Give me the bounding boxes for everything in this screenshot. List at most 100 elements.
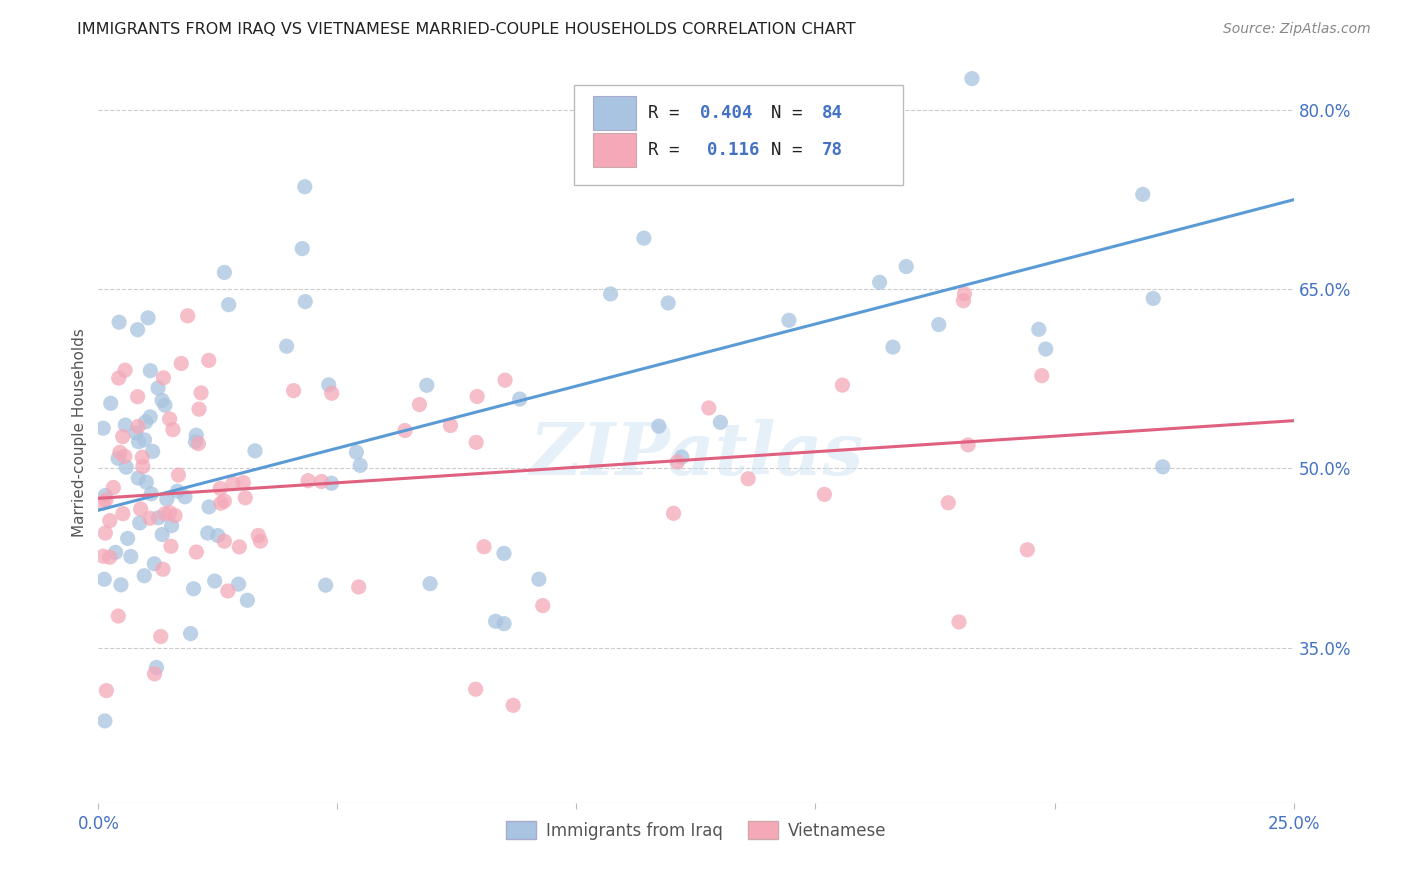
Point: [163, 508, 186, 523]
Point: [347, 580, 370, 594]
Point: [1031, 368, 1053, 383]
Point: [936, 496, 959, 510]
Point: [1028, 322, 1050, 336]
Point: [149, 630, 172, 644]
Point: [115, 460, 138, 475]
Point: [135, 415, 157, 429]
Point: [125, 425, 148, 440]
Point: [184, 434, 207, 449]
Point: [831, 378, 853, 392]
Point: [311, 475, 333, 489]
Point: [176, 309, 198, 323]
Text: Source: ZipAtlas.com: Source: ZipAtlas.com: [1223, 22, 1371, 37]
Point: [957, 438, 980, 452]
Point: [93, 572, 115, 586]
Point: [439, 418, 461, 433]
Point: [464, 682, 486, 697]
Point: [107, 371, 129, 385]
Point: [162, 423, 184, 437]
Point: [465, 435, 488, 450]
Point: [156, 492, 179, 507]
Point: [209, 496, 232, 510]
Point: [416, 378, 439, 392]
Point: [419, 576, 441, 591]
Point: [114, 363, 136, 377]
Point: [737, 472, 759, 486]
Point: [153, 398, 176, 412]
Point: [108, 315, 131, 329]
Point: [232, 475, 254, 490]
Point: [778, 313, 800, 327]
Point: [174, 490, 197, 504]
Point: [111, 507, 134, 521]
Point: [527, 572, 550, 586]
Point: [813, 487, 835, 501]
Point: [509, 392, 531, 406]
FancyBboxPatch shape: [593, 133, 636, 167]
Point: [321, 476, 343, 491]
Point: [96, 683, 118, 698]
Point: [127, 323, 149, 337]
Text: 0.116: 0.116: [707, 141, 759, 159]
Point: [103, 481, 125, 495]
Point: [960, 71, 983, 86]
Point: [100, 396, 122, 410]
Point: [1142, 292, 1164, 306]
Point: [187, 436, 209, 450]
Text: IMMIGRANTS FROM IRAQ VS VIETNAMESE MARRIED-COUPLE HOUSEHOLDS CORRELATION CHART: IMMIGRANTS FROM IRAQ VS VIETNAMESE MARRI…: [77, 22, 856, 37]
Point: [297, 474, 319, 488]
Point: [107, 451, 129, 466]
Point: [145, 660, 167, 674]
Point: [408, 397, 430, 411]
Point: [315, 578, 337, 592]
Point: [141, 487, 163, 501]
Point: [129, 502, 152, 516]
Point: [197, 526, 219, 541]
Point: [190, 385, 212, 400]
Point: [465, 389, 488, 403]
Point: [709, 415, 731, 429]
Point: [484, 614, 506, 628]
Point: [117, 532, 139, 546]
Point: [657, 296, 679, 310]
Point: [134, 433, 156, 447]
Point: [283, 384, 305, 398]
Point: [111, 429, 134, 443]
Point: [222, 476, 245, 491]
Point: [167, 468, 190, 483]
Point: [186, 428, 208, 442]
Point: [148, 510, 170, 524]
Point: [107, 609, 129, 624]
Point: [207, 528, 229, 542]
Point: [243, 443, 266, 458]
Point: [321, 386, 343, 401]
Point: [494, 616, 516, 631]
Point: [666, 455, 689, 469]
Point: [492, 546, 515, 560]
Point: [139, 511, 162, 525]
Point: [114, 418, 136, 433]
Point: [127, 471, 149, 485]
Point: [146, 381, 169, 395]
Point: [233, 491, 256, 505]
Point: [896, 260, 918, 274]
Point: [502, 698, 524, 713]
Point: [948, 615, 970, 629]
Point: [91, 549, 114, 564]
Point: [153, 507, 176, 521]
Point: [214, 494, 236, 508]
Point: [1017, 542, 1039, 557]
Point: [128, 434, 150, 449]
Point: [236, 593, 259, 607]
Point: [98, 550, 121, 565]
Point: [180, 626, 202, 640]
Point: [209, 482, 232, 496]
Point: [648, 419, 671, 434]
FancyBboxPatch shape: [574, 85, 903, 185]
Point: [135, 475, 157, 490]
Point: [952, 293, 974, 308]
Point: [139, 409, 162, 424]
Point: [291, 242, 314, 256]
Point: [108, 445, 131, 459]
Point: [294, 294, 316, 309]
